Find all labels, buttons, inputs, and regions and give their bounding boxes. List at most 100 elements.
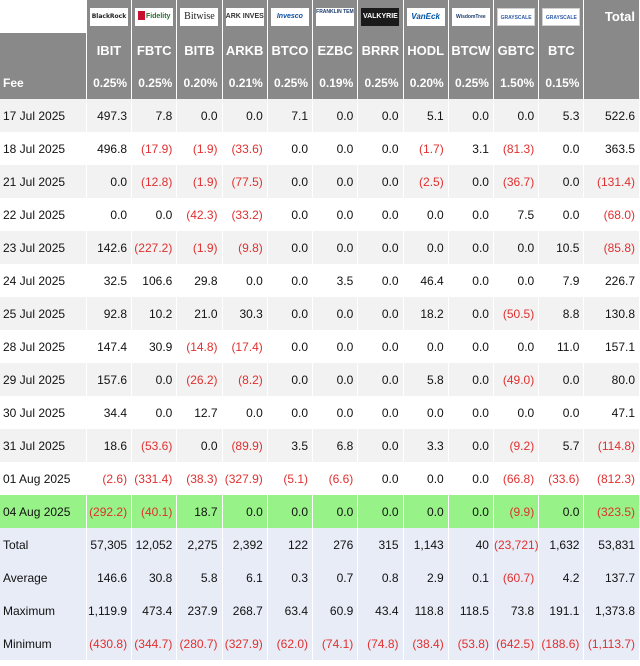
value-cell: 315	[357, 528, 404, 561]
table-row: 21 Jul 2025 0.0 (12.8) (1.9) (77.5) 0.0 0.0 0.0…	[0, 165, 640, 198]
table-row: 01 Aug 2025 (2.6) (331.4) (38.3) (327.9) (5.1…	[0, 462, 640, 495]
value-cell: 0.0	[222, 264, 268, 297]
value-cell: 2,392	[222, 528, 268, 561]
value-cell: 3.5	[267, 429, 314, 462]
total-cell: 1,373.8	[583, 594, 640, 627]
value-cell: (430.8)	[86, 627, 133, 660]
value-cell: (38.4)	[403, 627, 449, 660]
fee-cell: 0.20%	[176, 67, 223, 99]
value-cell: 73.8	[493, 594, 540, 627]
total-cell: (131.4)	[583, 165, 640, 198]
total-cell: 130.8	[583, 297, 640, 330]
row-date: 21 Jul 2025	[0, 165, 87, 198]
value-cell: 0.0	[267, 198, 314, 231]
value-cell: (17.9)	[131, 132, 178, 165]
value-cell: 7.5	[493, 198, 540, 231]
value-cell: 0.0	[312, 198, 359, 231]
value-cell: 60.9	[312, 594, 359, 627]
value-cell: (188.6)	[538, 627, 585, 660]
grayscale-logo: GRAYSCALE	[542, 7, 581, 26]
fee-cell: 0.25%	[131, 67, 178, 99]
row-date: 23 Jul 2025	[0, 231, 87, 264]
value-cell: 0.0	[86, 165, 133, 198]
value-cell: 5.3	[538, 99, 585, 132]
value-cell: 2.9	[403, 561, 449, 594]
table-row: 28 Jul 2025 147.4 30.9 (14.8) (17.4) 0.0 0.0 0.…	[0, 330, 640, 363]
value-cell: 5.1	[403, 99, 449, 132]
value-cell: 0.0	[222, 99, 268, 132]
total-cell: 53,831	[583, 528, 640, 561]
value-cell: 0.0	[131, 198, 178, 231]
value-cell: 32.5	[86, 264, 133, 297]
value-cell: 0.0	[222, 495, 268, 528]
value-cell: 5.8	[176, 561, 223, 594]
value-cell: 473.4	[131, 594, 178, 627]
value-cell: (53.8)	[448, 627, 494, 660]
value-cell: (77.5)	[222, 165, 268, 198]
bitwise-logo: Bitwise	[180, 7, 219, 26]
value-cell: (327.9)	[222, 462, 268, 495]
valkyrie-logo: VALKYRIE	[361, 7, 400, 26]
value-cell: (49.0)	[493, 363, 540, 396]
row-date: 29 Jul 2025	[0, 363, 87, 396]
row-date: 30 Jul 2025	[0, 396, 87, 429]
value-cell: 497.3	[86, 99, 133, 132]
value-cell: (62.0)	[267, 627, 314, 660]
value-cell: 1,632	[538, 528, 585, 561]
value-cell: 0.0	[538, 495, 585, 528]
value-cell: 0.0	[448, 264, 494, 297]
value-cell: 0.0	[267, 495, 314, 528]
value-cell: 237.9	[176, 594, 223, 627]
total-cell: 226.7	[583, 264, 640, 297]
value-cell: 118.5	[448, 594, 494, 627]
fund-logo-cell: GRAYSCALE	[493, 0, 540, 33]
row-date: 17 Jul 2025	[0, 99, 87, 132]
value-cell: (60.7)	[493, 561, 540, 594]
value-cell: (36.7)	[493, 165, 540, 198]
row-date: 24 Jul 2025	[0, 264, 87, 297]
value-cell: (227.2)	[131, 231, 178, 264]
ticker-hodl: HODL	[403, 33, 449, 67]
value-cell: 0.0	[357, 99, 404, 132]
value-cell: 0.0	[357, 429, 404, 462]
value-cell: 0.0	[312, 297, 359, 330]
value-cell: (26.2)	[176, 363, 223, 396]
value-cell: 106.6	[131, 264, 178, 297]
value-cell: 3.5	[312, 264, 359, 297]
fee-total-cell	[583, 67, 640, 99]
value-cell: 0.7	[312, 561, 359, 594]
row-date: 01 Aug 2025	[0, 462, 87, 495]
value-cell: (66.8)	[493, 462, 540, 495]
value-cell: 0.0	[267, 396, 314, 429]
value-cell: 18.2	[403, 297, 449, 330]
value-cell: 0.0	[403, 495, 449, 528]
value-cell: (280.7)	[176, 627, 223, 660]
fund-logo-cell: VALKYRIE	[357, 0, 404, 33]
value-cell: 30.3	[222, 297, 268, 330]
grayscale-logo: GRAYSCALE	[497, 7, 536, 26]
value-cell: (1.9)	[176, 165, 223, 198]
value-cell: 0.0	[493, 396, 540, 429]
value-cell: 118.8	[403, 594, 449, 627]
total-cell: (68.0)	[583, 198, 640, 231]
value-cell: 0.0	[403, 231, 449, 264]
fund-logo-cell: ARK INVEST	[222, 0, 268, 33]
value-cell: (74.8)	[357, 627, 404, 660]
value-cell: 0.0	[448, 363, 494, 396]
value-cell: 0.0	[357, 462, 404, 495]
value-cell: (17.4)	[222, 330, 268, 363]
value-cell: 0.0	[493, 231, 540, 264]
blackrock-logo: BlackRock	[89, 7, 128, 26]
row-date: 18 Jul 2025	[0, 132, 87, 165]
value-cell: (12.8)	[131, 165, 178, 198]
value-cell: 11.0	[538, 330, 585, 363]
value-cell: 63.4	[267, 594, 314, 627]
fund-logo-cell: VanEck	[403, 0, 449, 33]
value-cell: (50.5)	[493, 297, 540, 330]
value-cell: 8.8	[538, 297, 585, 330]
value-cell: 0.0	[448, 297, 494, 330]
value-cell: 29.8	[176, 264, 223, 297]
total-cell: 157.1	[583, 330, 640, 363]
total-cell: 47.1	[583, 396, 640, 429]
